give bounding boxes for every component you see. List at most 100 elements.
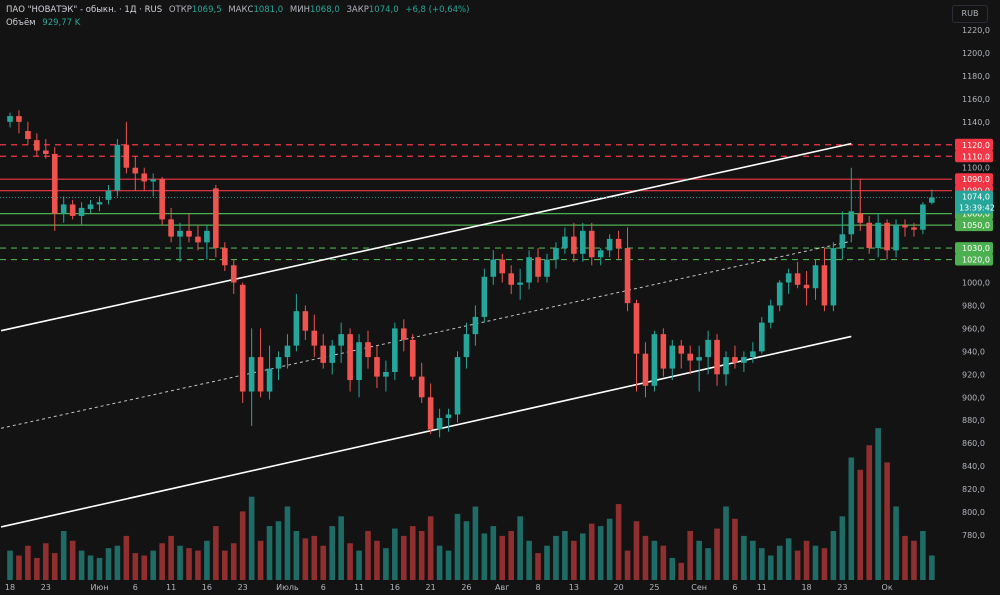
level-tag-label: 1050,0 <box>962 221 990 230</box>
candle-body <box>25 131 31 140</box>
volume-bar <box>723 506 729 580</box>
volume-bar <box>830 531 837 580</box>
volume-bar <box>490 526 497 580</box>
volume-bar <box>776 545 783 580</box>
volume-bar <box>463 521 470 580</box>
candle-body <box>920 204 926 230</box>
volume-bar <box>186 548 192 580</box>
channel-middle-line[interactable] <box>0 240 852 429</box>
candle-body <box>177 230 183 237</box>
candle-body <box>759 322 765 352</box>
price-tick-label: 980,0 <box>962 301 985 310</box>
volume-bar <box>60 531 67 580</box>
volume-bar <box>821 548 828 580</box>
level-tag-label: 1060,0 <box>962 210 990 219</box>
candle-body <box>544 259 550 277</box>
candle-body <box>320 345 327 363</box>
volume-bar <box>741 535 747 580</box>
time-axis[interactable]: 18 23 Июн 6 11 16 23 Июль 6 11 16 21 26 Авг 8 13 20 25 Сен… <box>5 583 893 592</box>
trend-channel <box>0 142 852 528</box>
candle-body <box>588 230 595 258</box>
candle-body <box>96 202 103 205</box>
channel-lower-line[interactable] <box>0 335 852 528</box>
price-tick-label: 780,0 <box>962 531 985 540</box>
volume-bar <box>732 518 738 580</box>
volume-bar <box>392 528 398 580</box>
symbol-title[interactable]: ПАО "НОВАТЭК" - обыкн. · 1Д · RUS <box>6 5 163 15</box>
candles <box>7 110 935 438</box>
volume-bar <box>239 511 246 580</box>
price-tick-label: 880,0 <box>962 416 985 425</box>
volume-bar <box>794 550 801 580</box>
volume-bar <box>445 550 452 580</box>
price-axis[interactable]: 1220,0 1200,0 1180,0 1160,0 1140,0 1100,0 1000… <box>962 26 990 540</box>
volume-bar <box>911 540 917 580</box>
volume-bar <box>481 533 488 580</box>
time-tick-label: 6 <box>321 583 326 592</box>
candle-body <box>43 150 49 154</box>
volume-bar <box>785 538 792 580</box>
volume-bar <box>875 428 881 580</box>
candle-body <box>830 248 837 306</box>
candle-body <box>508 273 514 285</box>
volume-bar <box>51 553 58 580</box>
price-tick-label: 900,0 <box>962 393 985 402</box>
low-label: МИН <box>289 5 310 15</box>
volume-bar <box>78 550 85 580</box>
volume-bar <box>669 557 676 580</box>
candle-body <box>293 311 300 346</box>
volume-bar <box>257 540 264 580</box>
candle-body <box>7 116 13 122</box>
candle-body <box>222 248 228 266</box>
currency-button[interactable]: RUB <box>952 5 988 23</box>
volume-bar <box>34 557 40 580</box>
candle-body <box>213 188 219 249</box>
candle-body <box>374 357 380 377</box>
candle-body <box>785 273 792 283</box>
volume-bar <box>866 445 872 580</box>
volume-bar <box>266 526 273 580</box>
volume-bar <box>535 553 541 580</box>
price-tick-label: 1100,0 <box>962 164 990 173</box>
candle-body <box>678 345 685 354</box>
candle-body <box>857 213 864 223</box>
candle-body <box>562 236 568 249</box>
time-tick-label: 8 <box>536 583 541 592</box>
candle-body <box>168 219 174 237</box>
volume-bar <box>7 550 13 580</box>
volume-bar <box>248 496 255 580</box>
volume-bars <box>7 428 935 580</box>
volume-bar <box>499 535 506 580</box>
volume-bar <box>123 535 130 580</box>
volume-bar <box>25 545 31 580</box>
time-tick-label: 16 <box>390 583 400 592</box>
candle-body <box>741 357 747 363</box>
volume-bar <box>168 535 174 580</box>
volume-bar <box>16 555 22 580</box>
volume-bar <box>418 531 425 580</box>
candle-body <box>338 334 344 346</box>
volume-bar <box>132 553 139 580</box>
price-tick-label: 1180,0 <box>962 72 990 81</box>
volume-bar <box>705 548 711 580</box>
candle-body <box>750 351 756 358</box>
resistance-level-tag <box>955 173 993 186</box>
price-tick-label: 1000,0 <box>962 279 990 288</box>
time-tick-label: 6 <box>732 583 737 592</box>
candle-body <box>517 282 523 285</box>
candle-body <box>463 334 470 358</box>
candle-body <box>204 230 210 243</box>
candle-body <box>597 250 604 258</box>
candle-body <box>929 197 935 203</box>
volume-bar <box>213 526 219 580</box>
channel-upper-line[interactable] <box>0 142 852 332</box>
volume-bar <box>293 531 300 580</box>
candle-body <box>794 273 801 285</box>
time-tick-label: 23 <box>238 583 248 592</box>
candle-body <box>51 153 58 214</box>
volume-bar <box>374 540 380 580</box>
candle-body <box>839 234 846 249</box>
time-tick-label: 11 <box>354 583 364 592</box>
